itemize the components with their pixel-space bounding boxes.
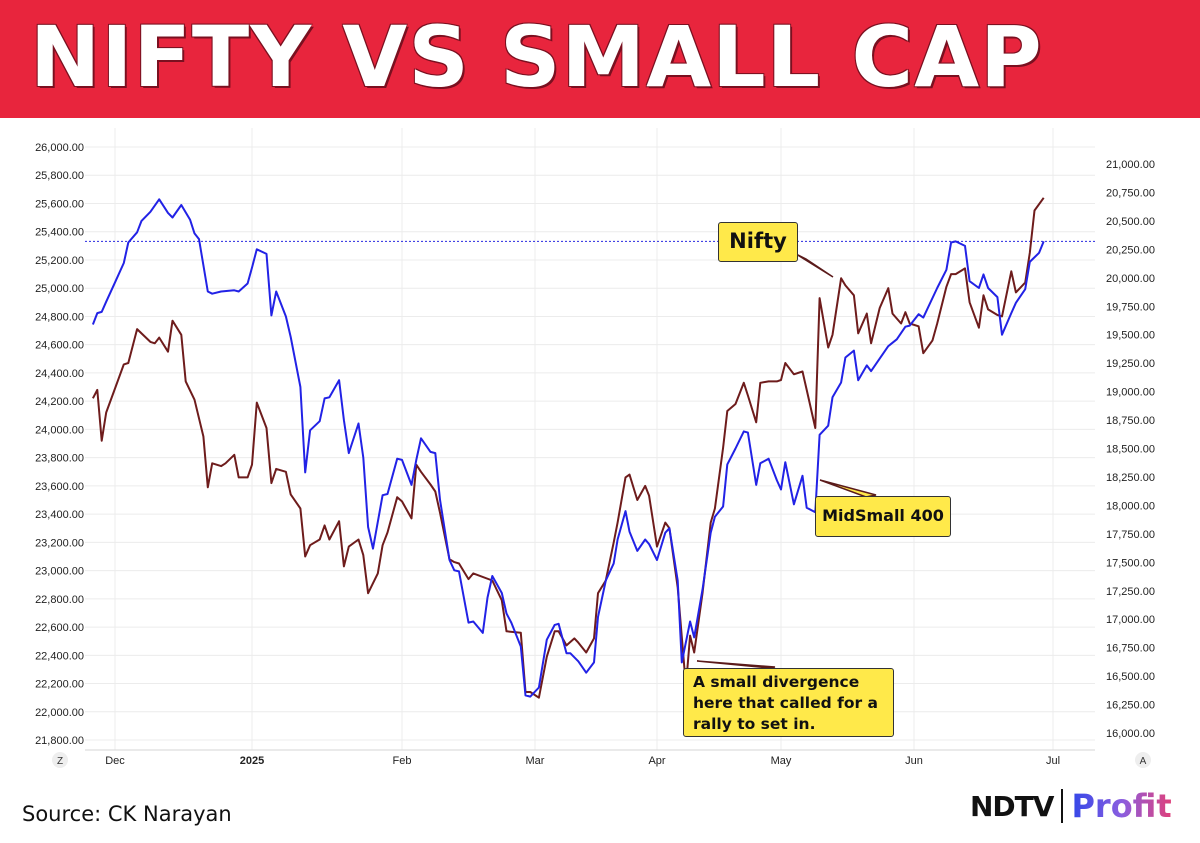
right-tick-label: 19,750.00: [1106, 301, 1155, 313]
left-tick-label: 22,600.00: [35, 622, 84, 634]
right-tick-label: 18,500.00: [1106, 444, 1155, 456]
right-tick-label: 18,750.00: [1106, 415, 1155, 427]
right-tick-label: 19,000.00: [1106, 387, 1155, 399]
title-banner: NIFTY VS SMALL CAP: [0, 0, 1200, 118]
left-tick-label: 25,200.00: [35, 255, 84, 267]
right-axis: 16,000.00 16,250.00 16,500.00 16,750.00 17,0…: [1106, 159, 1155, 740]
left-tick-label: 24,600.00: [35, 340, 84, 352]
right-tick-label: 18,000.00: [1106, 500, 1155, 512]
z-button[interactable]: Z: [52, 752, 68, 768]
left-tick-label: 23,200.00: [35, 537, 84, 549]
nifty-annotation-text: Nifty: [729, 229, 787, 253]
x-tick-label: Jun: [905, 755, 923, 767]
left-tick-label: 23,600.00: [35, 481, 84, 493]
right-tick-label: 16,000.00: [1106, 728, 1155, 740]
left-tick-label: 22,000.00: [35, 707, 84, 719]
left-tick-label: 22,400.00: [35, 650, 84, 662]
chart: 21,800.00 22,000.00 22,200.00 22,400.00 22,6…: [35, 128, 1155, 768]
ndtv-profit-logo: NDTV Profit: [970, 786, 1172, 826]
left-tick-label: 25,000.00: [35, 283, 84, 295]
right-tick-label: 19,500.00: [1106, 330, 1155, 342]
midsmall-annotation-text: MidSmall 400: [822, 506, 944, 525]
divergence-line-1: A small divergence: [693, 673, 860, 691]
series-line-midsmall-400: [91, 198, 1045, 698]
right-tick-label: 17,500.00: [1106, 557, 1155, 569]
left-tick-label: 25,600.00: [35, 198, 84, 210]
series-lines: [91, 197, 1045, 699]
logo-profit: Profit: [1071, 787, 1172, 825]
divergence-line-2: here that called for a: [693, 694, 878, 712]
right-tick-label: 18,250.00: [1106, 472, 1155, 484]
left-tick-label: 23,800.00: [35, 453, 84, 465]
source-credit: Source: CK Narayan: [22, 802, 232, 826]
left-tick-label: 24,400.00: [35, 368, 84, 380]
right-tick-label: 20,000.00: [1106, 273, 1155, 285]
logo-ndtv: NDTV: [970, 789, 1054, 823]
x-tick-label: 2025: [240, 755, 264, 767]
left-tick-label: 24,200.00: [35, 396, 84, 408]
nifty-pointer: [795, 253, 834, 278]
divergence-pointer: [696, 660, 776, 669]
right-tick-label: 17,750.00: [1106, 529, 1155, 541]
right-tick-label: 19,250.00: [1106, 358, 1155, 370]
x-tick-label: May: [771, 755, 792, 767]
x-tick-label: Apr: [648, 755, 665, 767]
x-tick-label: Mar: [526, 755, 545, 767]
x-tick-label: Feb: [393, 755, 412, 767]
right-tick-label: 21,000.00: [1106, 159, 1155, 171]
left-tick-label: 24,000.00: [35, 424, 84, 436]
left-tick-label: 21,800.00: [35, 735, 84, 747]
right-tick-label: 16,750.00: [1106, 643, 1155, 655]
divergence-line-3: rally to set in.: [693, 715, 816, 733]
right-tick-label: 16,250.00: [1106, 700, 1155, 712]
a-button[interactable]: A: [1135, 752, 1151, 768]
series-line-nifty: [92, 197, 1045, 699]
x-tick-label: Dec: [105, 755, 125, 767]
right-tick-label: 20,250.00: [1106, 244, 1155, 256]
nifty-annotation: Nifty: [718, 222, 798, 262]
right-tick-label: 20,750.00: [1106, 187, 1155, 199]
right-tick-label: 20,500.00: [1106, 216, 1155, 228]
z-button-label: Z: [57, 756, 63, 767]
right-tick-label: 16,500.00: [1106, 671, 1155, 683]
left-axis: 21,800.00 22,000.00 22,200.00 22,400.00 22,6…: [35, 142, 84, 747]
grid: [85, 128, 1095, 750]
page-title: NIFTY VS SMALL CAP: [30, 8, 1043, 106]
left-tick-label: 22,800.00: [35, 594, 84, 606]
divergence-annotation: A small divergence here that called for …: [683, 668, 894, 737]
x-tick-label: Jul: [1046, 755, 1060, 767]
left-tick-label: 26,000.00: [35, 142, 84, 154]
left-tick-label: 22,200.00: [35, 679, 84, 691]
x-axis: Dec 2025 Feb Mar Apr May Jun Jul: [105, 755, 1060, 767]
a-button-label: A: [1140, 756, 1147, 767]
left-tick-label: 25,400.00: [35, 227, 84, 239]
left-tick-label: 23,400.00: [35, 509, 84, 521]
midsmall-pointer: [819, 479, 877, 498]
left-tick-label: 23,000.00: [35, 566, 84, 578]
left-tick-label: 24,800.00: [35, 311, 84, 323]
right-tick-label: 17,000.00: [1106, 614, 1155, 626]
left-tick-label: 25,800.00: [35, 170, 84, 182]
midsmall-annotation: MidSmall 400: [815, 496, 951, 537]
logo-divider: [1061, 789, 1064, 823]
right-tick-label: 17,250.00: [1106, 586, 1155, 598]
